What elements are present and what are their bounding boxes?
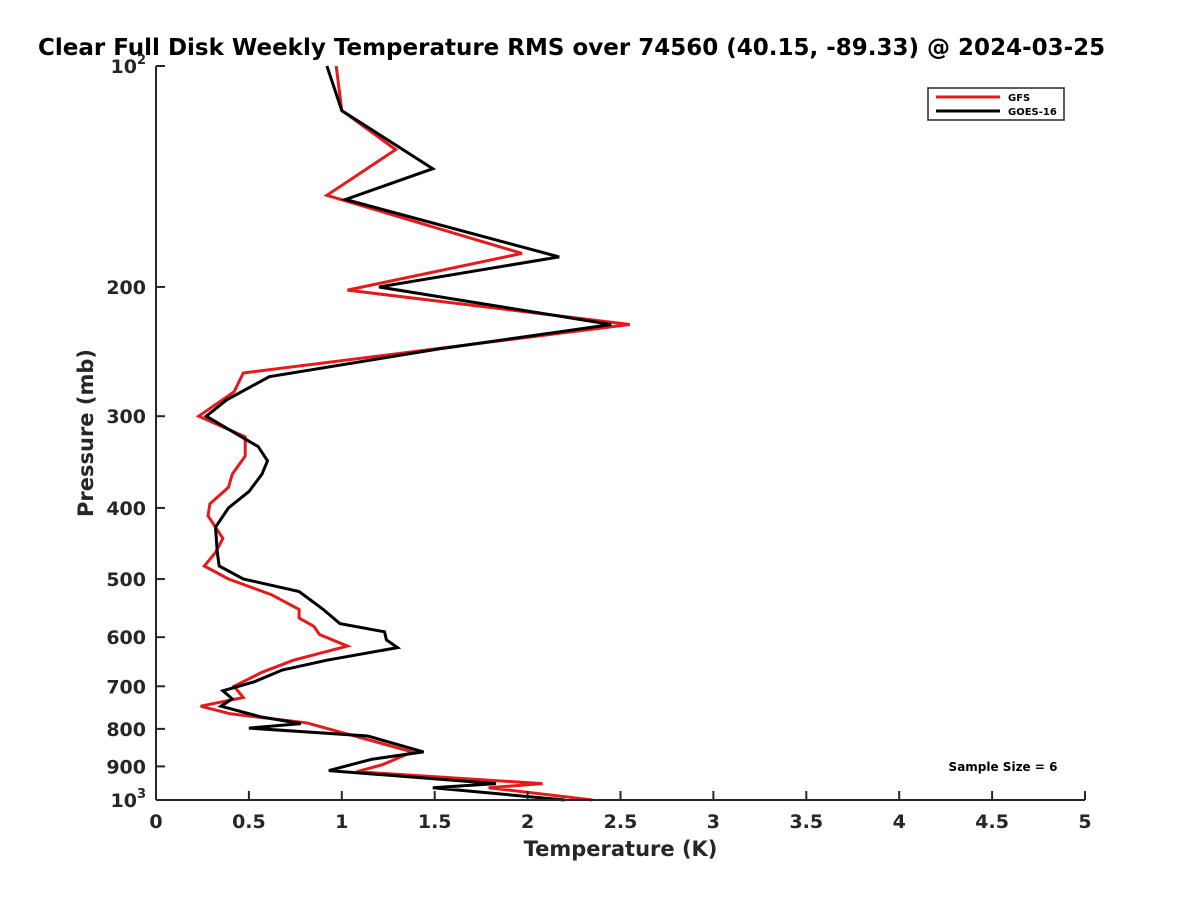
y-tick-layer: 102 200 300 400 500 600 700 800 900 103 [106,53,165,812]
x-tick-label: 2 [521,811,534,833]
x-tick-label: 4 [893,811,906,833]
chart-title: Clear Full Disk Weekly Temperature RMS o… [38,35,1105,61]
legend-box [927,87,1065,121]
x-tick-label: 0.5 [232,811,266,833]
sample-size-annotation: Sample Size = 6 [949,760,1058,774]
x-tick-layer: 0 0.5 1 1.5 2 2.5 3 3.5 4 4.5 5 [149,791,1092,833]
legend: GFS GOES-16 [927,87,1065,121]
x-tick-label: 4.5 [975,811,1009,833]
x-tick-label: 2.5 [604,811,638,833]
x-tick-label: 1 [335,811,348,833]
x-tick-label: 5 [1078,811,1091,833]
x-tick-label: 3 [707,811,720,833]
y-tick-label: 300 [106,406,146,428]
x-axis-label: Temperature (K) [524,837,718,861]
y-tick-label: 600 [106,627,146,649]
y-tick-label: 500 [106,569,146,591]
x-tick-label: 1.5 [418,811,452,833]
y-axis-label: Pressure (mb) [74,349,98,517]
y-tick-label: 400 [106,498,146,520]
legend-label-1: GOES-16 [1008,107,1057,118]
x-tick-label: 0 [149,811,162,833]
y-tick-label: 102 [111,53,147,78]
legend-label-0: GFS [1008,93,1030,104]
y-tick-label: 800 [106,719,146,741]
series-layer [195,65,630,802]
legend-entries: GFS GOES-16 [936,93,1057,118]
y-tick-label: 200 [106,277,146,299]
y-tick-label: 103 [111,787,147,812]
series-line-1 [203,65,612,802]
y-tick-label: 900 [106,756,146,778]
y-tick-label: 700 [106,676,146,698]
x-tick-label: 3.5 [789,811,823,833]
